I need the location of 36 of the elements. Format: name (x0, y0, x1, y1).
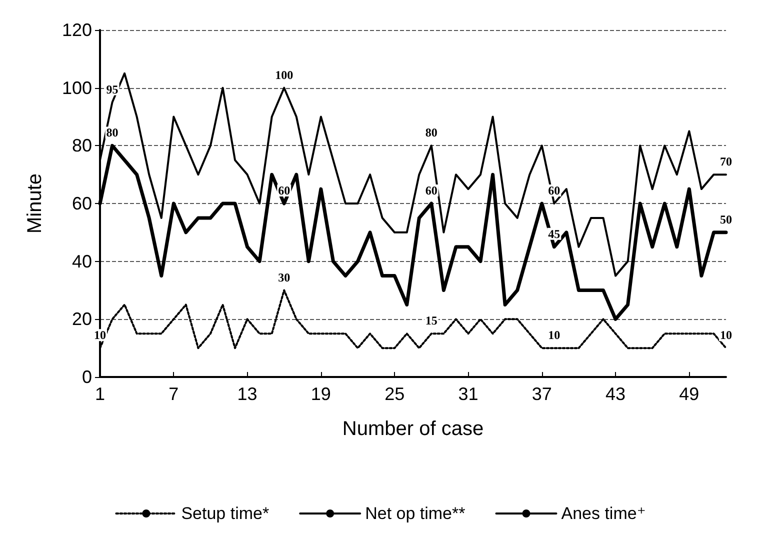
data-label: 70 (720, 154, 732, 169)
data-label: 80 (425, 126, 438, 140)
data-label: 15 (425, 314, 438, 328)
legend-label: Anes time⁺ (561, 504, 646, 523)
y-tick-label: 60 (72, 194, 92, 214)
data-label: 80 (106, 126, 118, 140)
data-label: 10 (548, 328, 560, 342)
y-tick-label: 80 (72, 136, 92, 156)
y-tick-label: 20 (72, 309, 92, 330)
data-label: 60 (548, 184, 560, 198)
data-label: 50 (720, 212, 732, 226)
data-label: 95 (106, 82, 118, 96)
x-tick-label: 49 (679, 384, 700, 404)
data-label: 45 (548, 226, 560, 241)
x-tick-label: 1 (94, 384, 106, 404)
data-label: 10 (720, 328, 732, 342)
y-tick-label: 0 (82, 367, 92, 387)
y-axis-title: Minute (24, 173, 46, 234)
data-label: 60 (278, 184, 290, 198)
x-tick-label: 31 (458, 384, 478, 404)
data-label: 60 (425, 184, 438, 198)
data-label: 100 (275, 68, 294, 82)
x-axis-title: Number of case (342, 418, 484, 440)
y-tick-label: 40 (72, 251, 92, 272)
legend-label: Net op time** (365, 504, 466, 523)
data-label: 30 (278, 270, 290, 284)
y-tick-label: 120 (62, 20, 92, 40)
x-tick-label: 7 (168, 384, 179, 404)
y-tick-label: 100 (62, 78, 92, 98)
x-tick-label: 19 (310, 384, 331, 404)
x-tick-label: 13 (237, 384, 258, 404)
x-tick-label: 25 (384, 384, 405, 404)
data-label: 10 (94, 328, 106, 342)
x-tick-label: 43 (606, 384, 626, 404)
legend-label: Setup time* (181, 504, 270, 523)
x-tick-label: 37 (532, 384, 552, 404)
